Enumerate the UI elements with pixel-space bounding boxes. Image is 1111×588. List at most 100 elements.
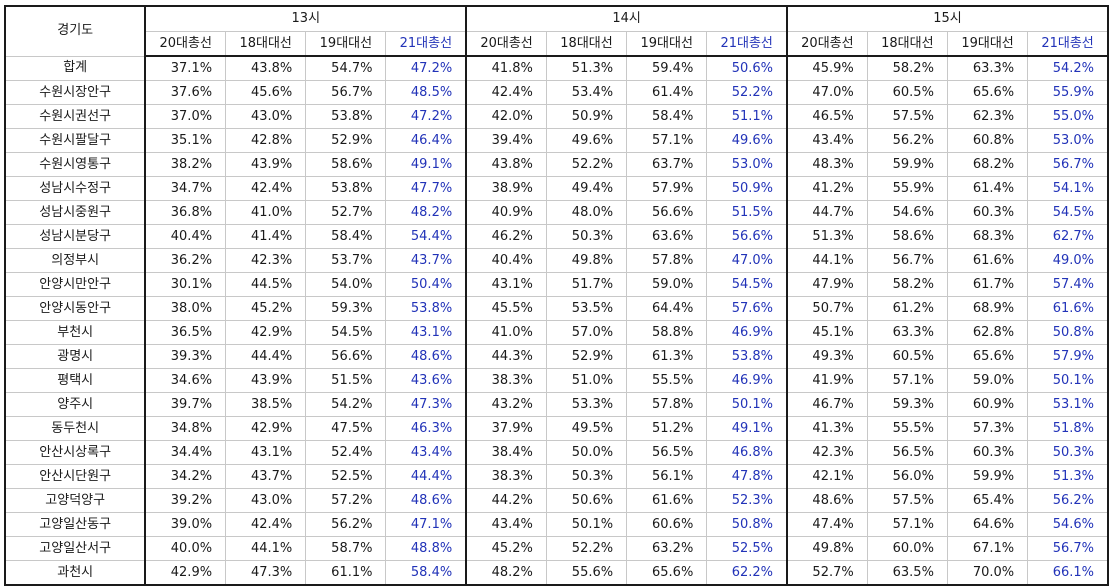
turnout-cell[interactable]: 47.3% <box>385 392 468 417</box>
region-cell[interactable]: 광명시 <box>3 344 146 369</box>
turnout-cell[interactable]: 43.8% <box>225 55 307 81</box>
turnout-cell[interactable]: 47.4% <box>786 512 868 537</box>
turnout-cell[interactable]: 42.9% <box>225 320 307 345</box>
turnout-cell[interactable]: 40.9% <box>465 200 547 225</box>
turnout-cell[interactable]: 34.8% <box>144 416 227 441</box>
turnout-cell[interactable]: 45.5% <box>465 296 547 321</box>
turnout-cell[interactable]: 57.8% <box>626 248 708 273</box>
turnout-cell[interactable]: 41.4% <box>225 224 307 249</box>
turnout-cell[interactable]: 59.4% <box>626 55 708 81</box>
turnout-cell[interactable]: 44.7% <box>786 200 868 225</box>
turnout-cell[interactable]: 58.6% <box>305 152 387 177</box>
turnout-cell[interactable]: 46.9% <box>706 320 789 345</box>
turnout-cell[interactable]: 58.6% <box>866 224 948 249</box>
turnout-cell[interactable]: 42.3% <box>225 248 307 273</box>
turnout-cell[interactable]: 50.3% <box>545 464 628 489</box>
turnout-cell[interactable]: 50.4% <box>385 272 468 297</box>
turnout-cell[interactable]: 49.1% <box>385 152 468 177</box>
turnout-cell[interactable]: 57.2% <box>305 488 387 513</box>
turnout-cell[interactable]: 43.0% <box>225 104 307 129</box>
turnout-cell[interactable]: 45.2% <box>225 296 307 321</box>
turnout-cell[interactable]: 46.4% <box>385 128 468 153</box>
turnout-cell[interactable]: 52.7% <box>786 560 868 586</box>
turnout-cell[interactable]: 43.1% <box>465 272 547 297</box>
turnout-cell[interactable]: 55.5% <box>626 368 708 393</box>
turnout-cell[interactable]: 52.4% <box>305 440 387 465</box>
turnout-cell[interactable]: 61.4% <box>946 176 1029 201</box>
turnout-cell[interactable]: 58.2% <box>866 272 948 297</box>
turnout-cell[interactable]: 52.2% <box>706 80 789 105</box>
election-header-14h-4[interactable]: 21대총선 <box>706 31 789 57</box>
turnout-cell[interactable]: 49.6% <box>706 128 789 153</box>
turnout-cell[interactable]: 68.3% <box>946 224 1029 249</box>
turnout-cell[interactable]: 56.7% <box>866 248 948 273</box>
turnout-cell[interactable]: 65.6% <box>946 80 1029 105</box>
turnout-cell[interactable]: 39.4% <box>465 128 547 153</box>
turnout-cell[interactable]: 54.6% <box>1027 512 1110 537</box>
turnout-cell[interactable]: 60.5% <box>866 344 948 369</box>
turnout-cell[interactable]: 51.0% <box>545 368 628 393</box>
turnout-cell[interactable]: 56.6% <box>626 200 708 225</box>
turnout-cell[interactable]: 50.1% <box>1027 368 1110 393</box>
turnout-cell[interactable]: 63.2% <box>626 536 708 561</box>
turnout-cell[interactable]: 61.6% <box>626 488 708 513</box>
turnout-cell[interactable]: 46.9% <box>706 368 789 393</box>
region-cell[interactable]: 수원시팔달구 <box>3 128 146 153</box>
turnout-cell[interactable]: 43.7% <box>225 464 307 489</box>
turnout-cell[interactable]: 51.7% <box>545 272 628 297</box>
turnout-cell[interactable]: 51.3% <box>1027 464 1110 489</box>
turnout-cell[interactable]: 37.6% <box>144 80 227 105</box>
election-header-14h-2[interactable]: 18대대선 <box>545 31 628 57</box>
region-cell[interactable]: 과천시 <box>3 560 146 586</box>
turnout-cell[interactable]: 61.2% <box>866 296 948 321</box>
turnout-cell[interactable]: 45.1% <box>786 320 868 345</box>
region-cell[interactable]: 수원시장안구 <box>3 80 146 105</box>
turnout-cell[interactable]: 52.2% <box>545 152 628 177</box>
turnout-cell[interactable]: 39.0% <box>144 512 227 537</box>
turnout-cell[interactable]: 42.9% <box>225 416 307 441</box>
turnout-cell[interactable]: 62.8% <box>946 320 1029 345</box>
turnout-cell[interactable]: 63.3% <box>866 320 948 345</box>
region-cell[interactable]: 합계 <box>3 55 146 81</box>
turnout-cell[interactable]: 63.7% <box>626 152 708 177</box>
turnout-cell[interactable]: 57.5% <box>866 488 948 513</box>
region-cell[interactable]: 안양시만안구 <box>3 272 146 297</box>
region-column-header[interactable]: 경기도 <box>3 5 146 57</box>
turnout-cell[interactable]: 58.4% <box>385 560 468 586</box>
election-header-13h-2[interactable]: 18대대선 <box>225 31 307 57</box>
turnout-cell[interactable]: 49.6% <box>545 128 628 153</box>
turnout-cell[interactable]: 53.8% <box>305 104 387 129</box>
turnout-cell[interactable]: 45.9% <box>786 55 868 81</box>
turnout-cell[interactable]: 58.2% <box>866 55 948 81</box>
turnout-cell[interactable]: 30.1% <box>144 272 227 297</box>
turnout-cell[interactable]: 49.5% <box>545 416 628 441</box>
turnout-cell[interactable]: 39.7% <box>144 392 227 417</box>
turnout-cell[interactable]: 47.3% <box>225 560 307 586</box>
turnout-cell[interactable]: 42.4% <box>465 80 547 105</box>
turnout-cell[interactable]: 61.3% <box>626 344 708 369</box>
turnout-cell[interactable]: 54.1% <box>1027 176 1110 201</box>
turnout-cell[interactable]: 34.6% <box>144 368 227 393</box>
region-cell[interactable]: 성남시수정구 <box>3 176 146 201</box>
turnout-cell[interactable]: 49.3% <box>786 344 868 369</box>
turnout-cell[interactable]: 42.8% <box>225 128 307 153</box>
turnout-cell[interactable]: 61.6% <box>946 248 1029 273</box>
turnout-cell[interactable]: 50.8% <box>1027 320 1110 345</box>
turnout-cell[interactable]: 52.9% <box>545 344 628 369</box>
turnout-cell[interactable]: 50.8% <box>706 512 789 537</box>
turnout-cell[interactable]: 44.2% <box>465 488 547 513</box>
turnout-cell[interactable]: 64.4% <box>626 296 708 321</box>
turnout-cell[interactable]: 43.9% <box>225 368 307 393</box>
turnout-cell[interactable]: 57.3% <box>946 416 1029 441</box>
turnout-cell[interactable]: 43.9% <box>225 152 307 177</box>
turnout-cell[interactable]: 55.5% <box>866 416 948 441</box>
turnout-cell[interactable]: 44.4% <box>385 464 468 489</box>
turnout-cell[interactable]: 47.0% <box>786 80 868 105</box>
turnout-cell[interactable]: 43.1% <box>225 440 307 465</box>
turnout-cell[interactable]: 57.1% <box>626 128 708 153</box>
turnout-cell[interactable]: 65.6% <box>946 344 1029 369</box>
turnout-cell[interactable]: 60.3% <box>946 440 1029 465</box>
turnout-cell[interactable]: 38.3% <box>465 464 547 489</box>
turnout-cell[interactable]: 51.8% <box>1027 416 1110 441</box>
turnout-cell[interactable]: 46.8% <box>706 440 789 465</box>
